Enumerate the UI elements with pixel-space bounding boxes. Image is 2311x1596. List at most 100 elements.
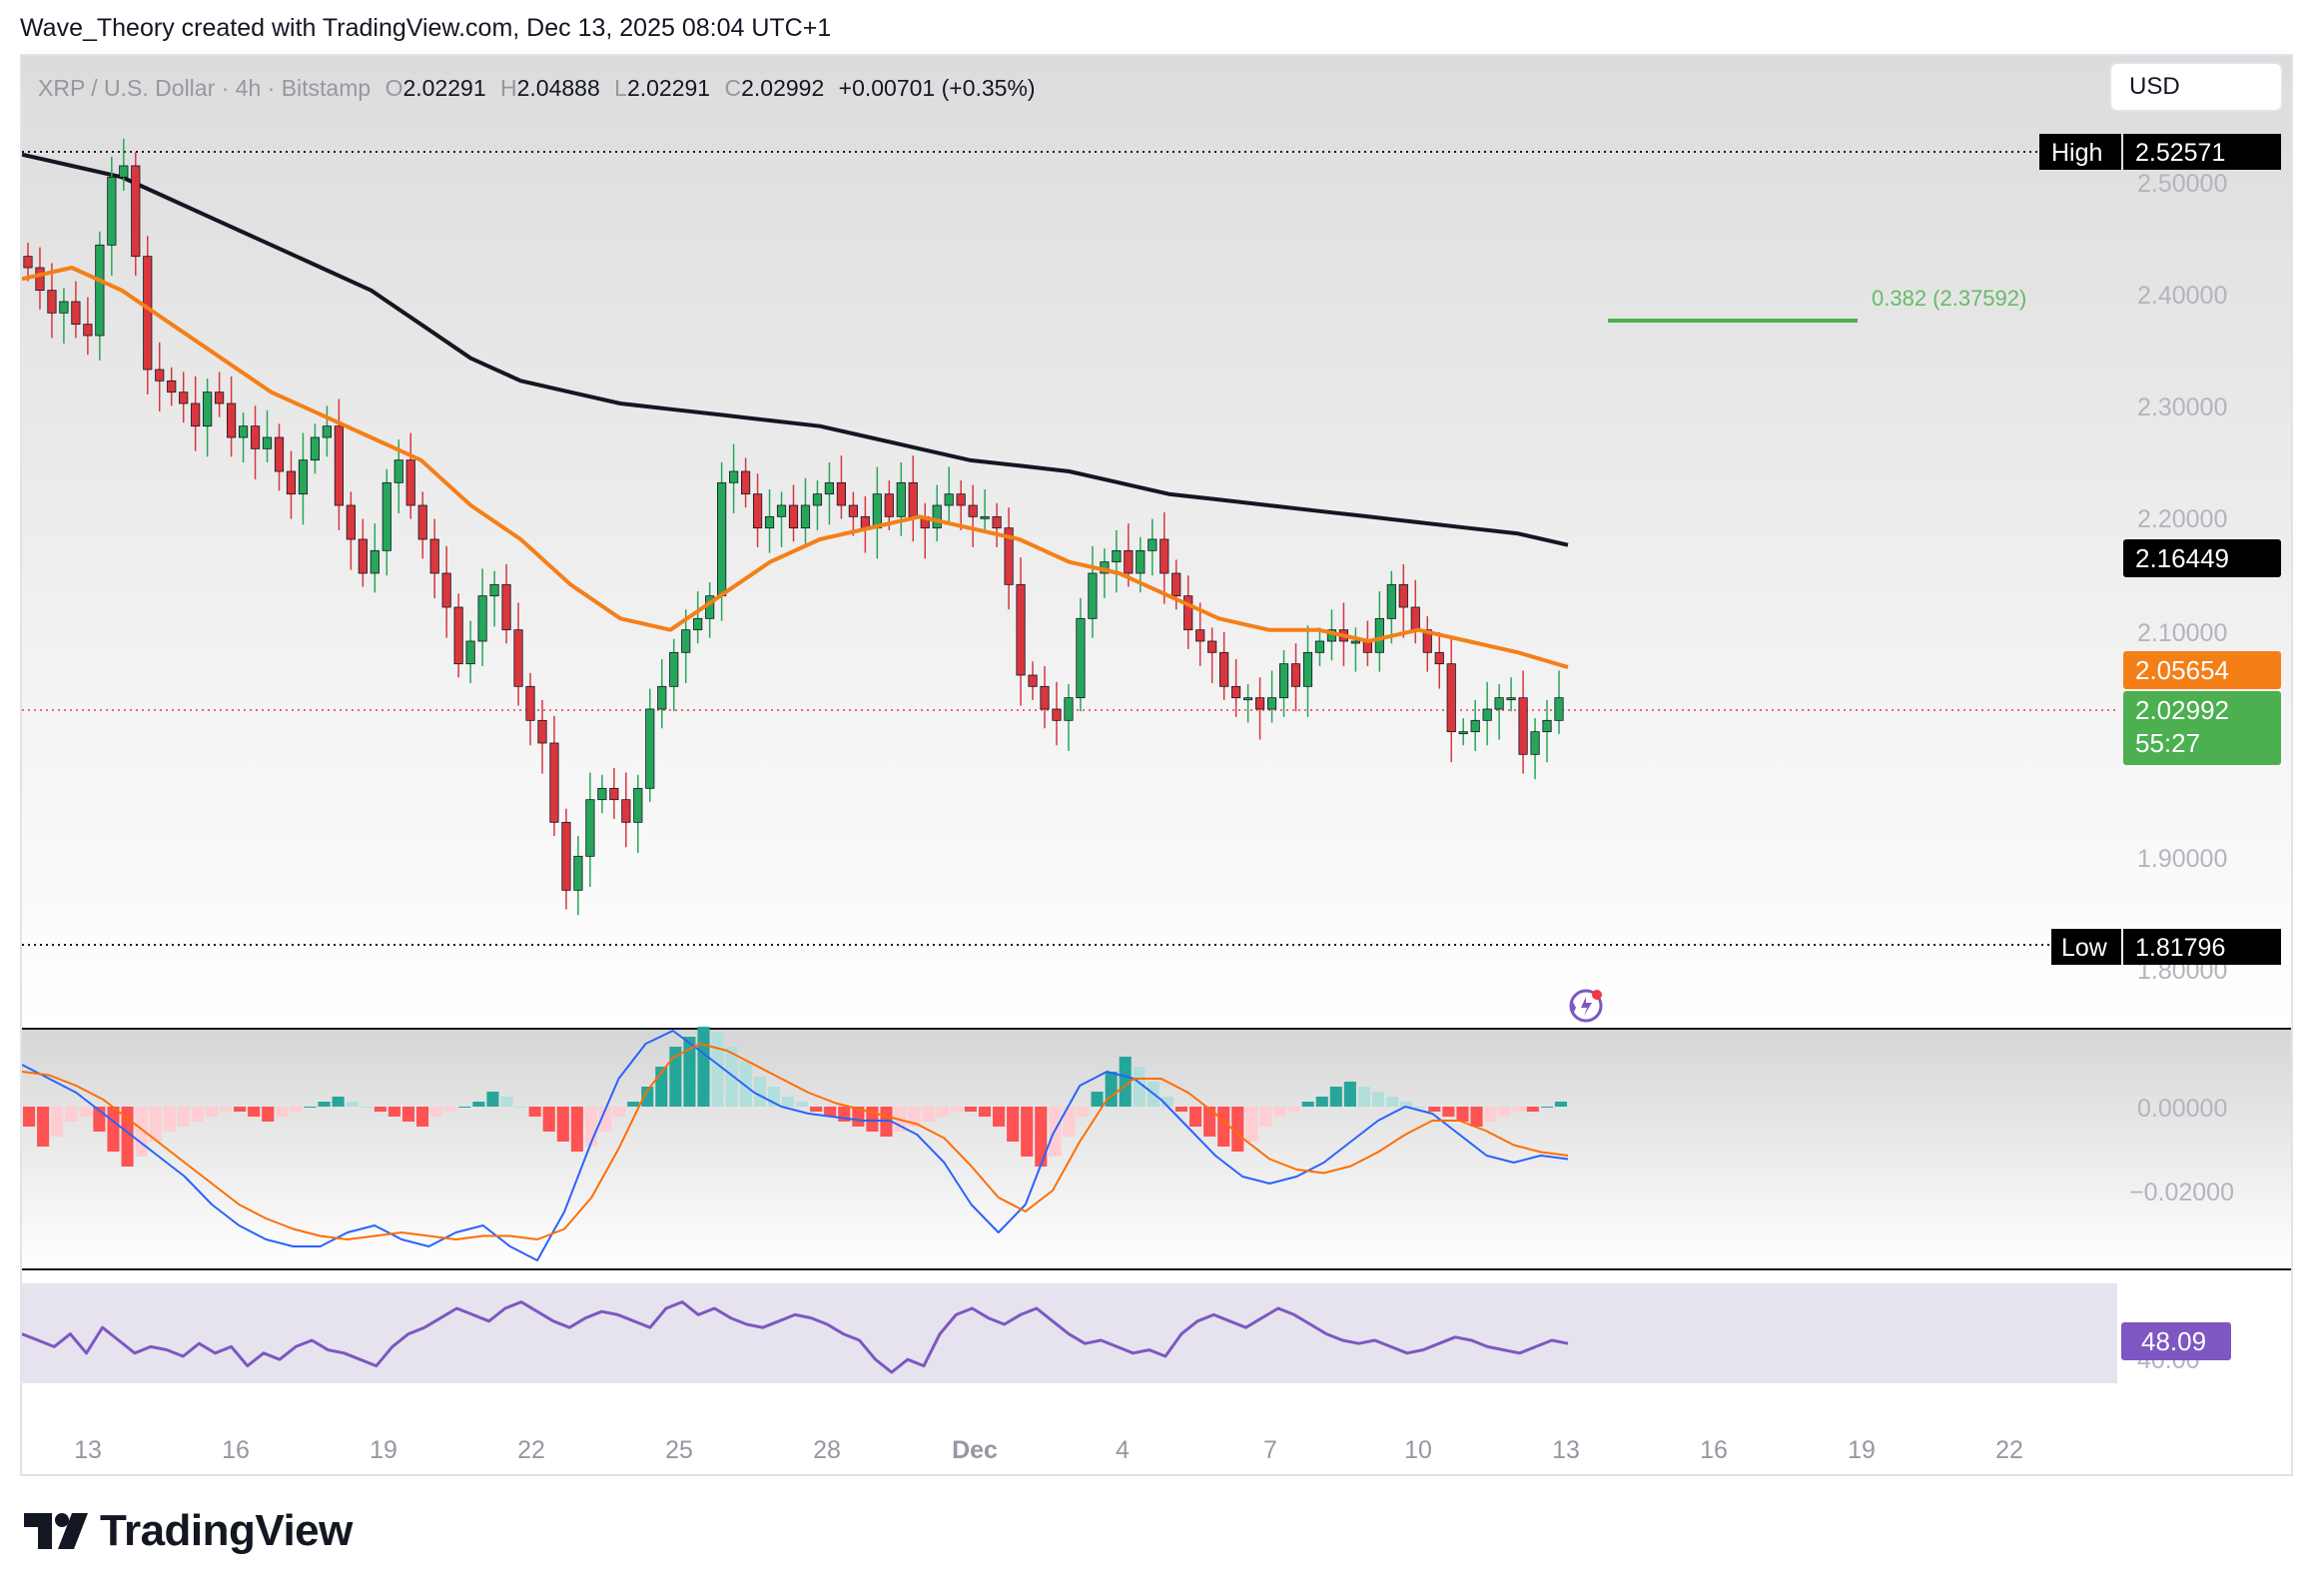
candle-body	[1112, 549, 1122, 563]
candle-body	[382, 481, 391, 551]
candle-body	[824, 481, 835, 495]
macd-histogram-bar	[276, 1107, 289, 1117]
candle-body	[1207, 640, 1217, 653]
candle-body	[860, 515, 870, 529]
candle-body	[1004, 527, 1014, 585]
time-tick: 16	[222, 1436, 250, 1464]
time-tick: 19	[1848, 1436, 1876, 1464]
low-marker: Low 1.81796	[2051, 929, 2281, 965]
macd-histogram-bar	[387, 1107, 400, 1117]
candle-body	[405, 459, 415, 506]
macd-histogram-bar	[220, 1107, 233, 1112]
macd-histogram-bar	[1189, 1107, 1202, 1127]
macd-histogram-bar	[1287, 1107, 1300, 1112]
macd-histogram-bar	[936, 1107, 949, 1117]
rsi-indicator	[22, 1300, 1569, 1374]
chart-panel[interactable]: 0.382 (2.37592) XRP / U.S. Dollar · 4h ·…	[20, 54, 2293, 1476]
macd-histogram-bar	[1400, 1102, 1413, 1107]
candle-body	[597, 787, 607, 801]
candle-body	[83, 324, 93, 337]
candle-body	[453, 606, 463, 665]
candle-body	[489, 583, 499, 597]
candle-body	[956, 493, 966, 506]
macd-histogram-bar	[627, 1102, 640, 1107]
candle-body	[896, 481, 906, 517]
candle-body	[741, 470, 751, 495]
macd-histogram-bar	[401, 1107, 415, 1122]
candle-body	[1278, 663, 1289, 699]
macd-axis[interactable]: 0.00000 −0.02000	[2129, 1095, 2234, 1206]
candle-body	[729, 470, 739, 483]
macd-histogram-bar	[458, 1107, 471, 1108]
candle-body	[1518, 697, 1528, 755]
candle-body	[1064, 697, 1074, 721]
macd-histogram-bar	[318, 1102, 331, 1107]
macd-histogram-bar	[711, 1032, 724, 1107]
low-label: Low	[2061, 934, 2108, 962]
rsi-axis[interactable]: 40.00 48.09	[2121, 1322, 2231, 1374]
candle-body	[764, 515, 775, 529]
candle-body	[776, 504, 787, 517]
macd-histogram-bar	[1414, 1107, 1427, 1108]
macd-histogram-bar	[1301, 1102, 1314, 1107]
candle-body	[131, 165, 141, 258]
candle-body	[992, 515, 1002, 529]
macd-pane-bg	[22, 1030, 2291, 1269]
macd-histogram-bar	[1063, 1107, 1076, 1137]
candle-body	[932, 504, 942, 529]
tradingview-logo[interactable]: TradingView	[24, 1506, 353, 1556]
chart-svg[interactable]: 0.382 (2.37592) XRP / U.S. Dollar · 4h ·…	[22, 56, 2291, 1474]
candle-body	[393, 459, 403, 483]
macd-histogram-bar	[149, 1107, 162, 1142]
sparkle-alert-icon[interactable]	[1569, 989, 1603, 1023]
macd-histogram-bar	[205, 1107, 219, 1117]
candle-body	[1530, 731, 1540, 755]
candle-body	[334, 425, 344, 506]
macd-indicator	[22, 1027, 1569, 1261]
ma200-line	[22, 152, 1569, 547]
macd-histogram-bar	[1259, 1107, 1272, 1127]
last-price-marker: 2.02992 55:27	[2123, 691, 2281, 765]
candle-body	[215, 392, 225, 404]
macd-histogram-bar	[683, 1037, 696, 1107]
macd-histogram-bar	[514, 1107, 527, 1108]
macd-histogram-bar	[1160, 1097, 1173, 1107]
candle-body	[1350, 640, 1360, 644]
h-label: H	[500, 75, 517, 101]
macd-histogram-bar	[472, 1102, 485, 1107]
candle-body	[179, 392, 189, 404]
macd-histogram-bar	[23, 1107, 36, 1127]
macd-histogram-bar	[1315, 1097, 1328, 1107]
macd-histogram-bar	[725, 1047, 738, 1107]
macd-histogram-bar	[739, 1062, 752, 1107]
candle-body	[1052, 708, 1062, 721]
candle-body	[71, 301, 81, 326]
l-label: L	[614, 75, 627, 101]
candles	[23, 138, 1564, 916]
macd-histogram-bar	[374, 1107, 386, 1112]
candle-body	[35, 267, 45, 292]
candle-body	[346, 504, 356, 540]
high-label: High	[2051, 139, 2102, 167]
macd-histogram-bar	[37, 1107, 50, 1147]
o-label: O	[385, 75, 403, 101]
candle-body	[1016, 583, 1026, 676]
candle-body	[1434, 651, 1444, 665]
candle-body	[812, 493, 823, 506]
ema50-line	[22, 266, 1569, 670]
c-label: C	[724, 75, 741, 101]
candle-body	[1542, 719, 1552, 733]
macd-histogram-bar	[964, 1107, 977, 1112]
macd-histogram-bar	[1512, 1107, 1525, 1112]
macd-histogram-bar	[1428, 1107, 1441, 1112]
ohlc-legend: XRP / U.S. Dollar · 4h · Bitstamp O2.022…	[38, 75, 1036, 101]
ema50-polyline	[22, 266, 1569, 670]
macd-histogram-bar	[290, 1107, 303, 1112]
last-price-value: 2.02992	[2135, 695, 2229, 725]
currency-selector[interactable]: USD	[2109, 62, 2283, 112]
time-axis[interactable]: 13 16 19 22 25 28 Dec 4 7 10 13 16 19 22	[74, 1436, 2023, 1464]
macd-histogram-bar	[781, 1097, 794, 1107]
macd-histogram-bar	[346, 1102, 359, 1107]
candle-body	[1266, 697, 1277, 710]
time-tick: 28	[813, 1436, 841, 1464]
